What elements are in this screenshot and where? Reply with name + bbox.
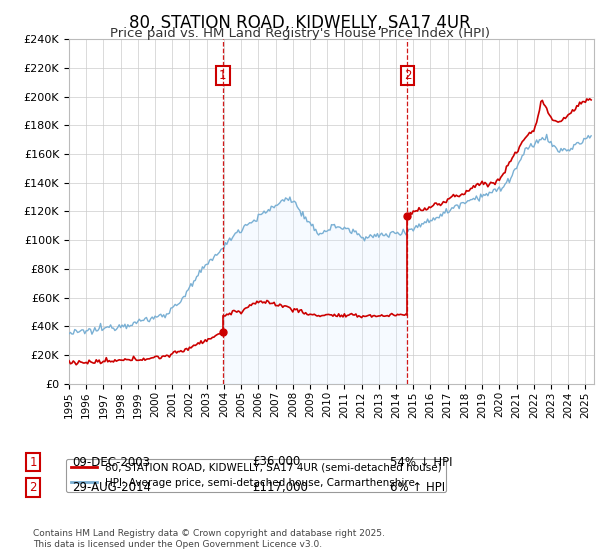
Text: £117,000: £117,000	[252, 480, 308, 494]
Text: £36,000: £36,000	[252, 455, 300, 469]
Text: 1: 1	[29, 455, 37, 469]
Text: 80, STATION ROAD, KIDWELLY, SA17 4UR: 80, STATION ROAD, KIDWELLY, SA17 4UR	[129, 14, 471, 32]
Text: 2: 2	[404, 68, 411, 82]
Text: 1: 1	[219, 68, 227, 82]
Text: 54% ↓ HPI: 54% ↓ HPI	[390, 455, 452, 469]
Text: 09-DEC-2003: 09-DEC-2003	[72, 455, 150, 469]
Text: 2: 2	[29, 480, 37, 494]
Text: Price paid vs. HM Land Registry's House Price Index (HPI): Price paid vs. HM Land Registry's House …	[110, 27, 490, 40]
Text: Contains HM Land Registry data © Crown copyright and database right 2025.
This d: Contains HM Land Registry data © Crown c…	[33, 529, 385, 549]
Text: 29-AUG-2014: 29-AUG-2014	[72, 480, 151, 494]
Legend: 80, STATION ROAD, KIDWELLY, SA17 4UR (semi-detached house), HPI: Average price, : 80, STATION ROAD, KIDWELLY, SA17 4UR (se…	[67, 459, 446, 492]
Text: 6% ↑ HPI: 6% ↑ HPI	[390, 480, 445, 494]
